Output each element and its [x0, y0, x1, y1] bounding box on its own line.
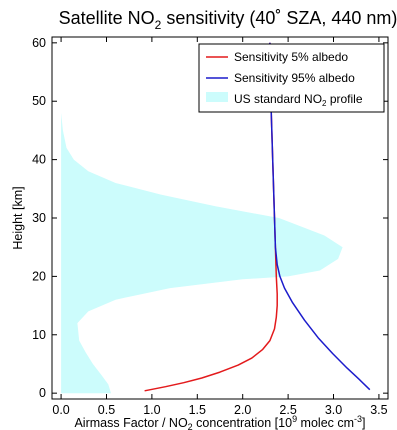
legend-box — [198, 43, 385, 113]
y-tick-label: 50 — [32, 94, 46, 108]
x-tick-label: 3.5 — [370, 403, 387, 417]
legend-swatch-series-3 — [206, 92, 228, 102]
x-tick-label: 0.5 — [98, 403, 115, 417]
x-axis-label: Airmass Factor / NO2 concentration [109 … — [74, 414, 365, 430]
legend-label-series-3: US standard NO2 profile — [234, 92, 363, 108]
x-tick-label: 1.5 — [189, 403, 206, 417]
x-tick-label: 2.0 — [234, 403, 251, 417]
axis-tick-layer: 0.0 0.5 1.0 1.5 2.0 2.5 3.0 3.5 0 10 20 30 40 50 60 — [32, 36, 388, 417]
profile-area-layer — [61, 112, 343, 394]
chart-title: Satellite NO2 sensitivity (40˚ SZA, 440 … — [59, 8, 397, 32]
x-tick-label: 1.0 — [143, 403, 160, 417]
x-tick-label: 3.0 — [325, 403, 342, 417]
y-tick-label: 30 — [32, 211, 46, 225]
x-tick-label: 0.0 — [52, 403, 69, 417]
profile-area-series-3 — [61, 112, 343, 394]
y-tick-label: 20 — [32, 269, 46, 283]
y-tick-label: 0 — [39, 386, 46, 400]
y-tick-label: 60 — [32, 36, 46, 50]
legend-label-series-1: Sensitivity 5% albedo — [234, 50, 348, 64]
y-tick-label: 40 — [32, 153, 46, 167]
series-line-layer — [144, 42, 371, 392]
line-series-2 — [269, 42, 371, 391]
chart-legend: Sensitivity 5% albedo Sensitivity 95% al… — [198, 43, 385, 113]
y-axis-label: Height [km] — [11, 186, 25, 249]
legend-label-series-2: Sensitivity 95% albedo — [234, 71, 355, 85]
y-tick-label: 10 — [32, 328, 46, 342]
x-tick-label: 2.5 — [279, 403, 296, 417]
